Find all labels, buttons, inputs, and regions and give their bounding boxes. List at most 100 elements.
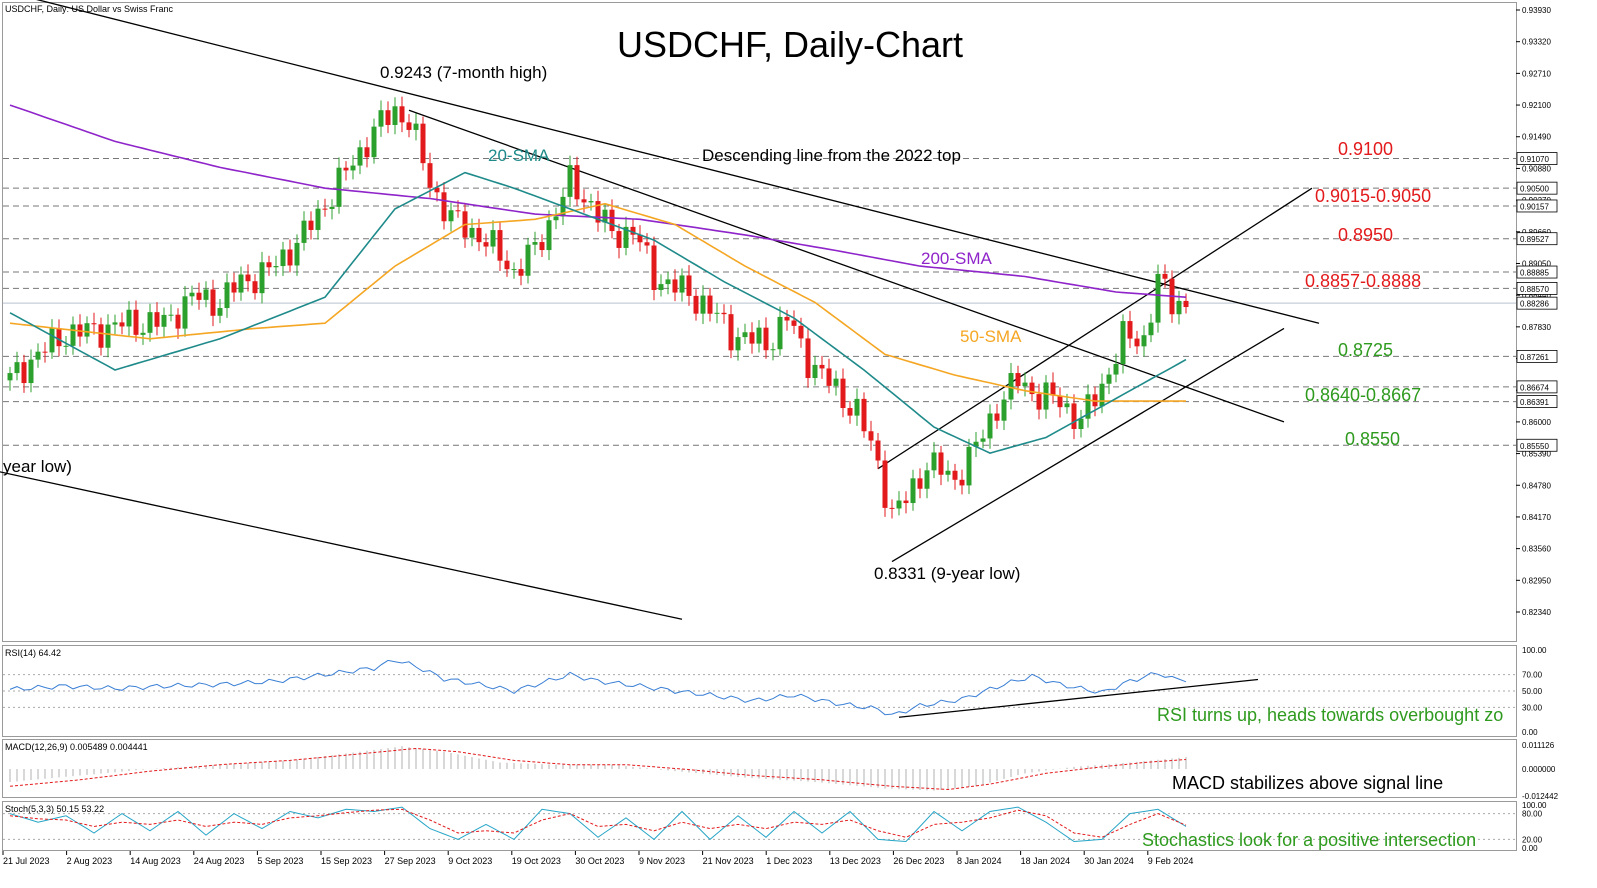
candle-body — [784, 316, 790, 321]
trendlines — [0, 0, 1320, 620]
prev-low-annotation: year low) — [3, 457, 72, 476]
level-tag-box — [1516, 395, 1558, 408]
candle-body — [301, 220, 307, 243]
candle-body — [700, 295, 706, 314]
candle-body — [763, 327, 769, 351]
candle-body — [7, 373, 13, 381]
candle-body — [840, 378, 846, 409]
candle-body — [336, 167, 342, 207]
candle-body — [105, 324, 111, 348]
price-tick-label: 0.89660 — [1522, 228, 1551, 237]
level-tag-box — [1516, 152, 1558, 165]
candle-body — [287, 249, 293, 266]
level-tag: 0.86674 — [1520, 383, 1549, 392]
level-tag: 0.90500 — [1520, 185, 1549, 194]
candle-body — [938, 452, 944, 475]
candle-body — [84, 323, 90, 337]
stoch-tick-label: 0.00 — [1522, 844, 1538, 853]
price-tick-label: 0.86000 — [1522, 418, 1551, 427]
candle-body — [1106, 374, 1112, 384]
candle-body — [70, 324, 76, 346]
candle-body — [392, 106, 398, 125]
candle-body — [371, 126, 377, 158]
candle-body — [1057, 395, 1063, 408]
level-tag-box — [1516, 199, 1558, 213]
candle-body — [126, 309, 132, 327]
support-label-2: 0.8640-0.8667 — [1305, 385, 1421, 405]
candle-body — [469, 227, 475, 238]
candle-body — [609, 209, 615, 232]
candle-body — [1071, 403, 1077, 430]
candle-body — [861, 398, 867, 432]
candle-body — [511, 269, 517, 271]
candle-body — [546, 220, 552, 251]
rsi-trendline — [898, 678, 1259, 718]
candle-body — [1176, 300, 1182, 315]
price-tick-label: 0.93930 — [1522, 6, 1551, 15]
candle-body — [98, 324, 104, 348]
candle-body — [518, 269, 524, 276]
support-label-3: 0.8550 — [1345, 429, 1400, 449]
candle-body — [728, 314, 734, 351]
sma200-line — [9, 104, 1187, 298]
candle-body — [679, 275, 685, 293]
rsi-tick-label: 70.00 — [1522, 671, 1543, 680]
candle-body — [714, 312, 720, 314]
candle-body — [931, 452, 937, 471]
candle-body — [1043, 382, 1049, 410]
candle-body — [217, 308, 223, 316]
candle-body — [1001, 399, 1007, 421]
level-tag: 0.91070 — [1520, 155, 1549, 164]
level-tag: 0.90157 — [1520, 202, 1549, 211]
candle-body — [889, 507, 895, 509]
stoch-tick-label: 20.00 — [1522, 835, 1543, 844]
candle-body — [749, 332, 755, 344]
candle-body — [1036, 394, 1042, 410]
candle-body — [42, 351, 48, 353]
candle-body — [196, 292, 202, 300]
candle-body — [826, 368, 832, 386]
level-tag: 0.88286 — [1520, 300, 1549, 309]
candle-body — [119, 322, 125, 327]
rsi-tick-label: 0.00 — [1522, 728, 1538, 737]
level-tag: 0.87261 — [1520, 353, 1549, 362]
sma20-line — [9, 171, 1187, 454]
candle-body — [896, 500, 902, 509]
candle-body — [742, 332, 748, 338]
stoch-main-line — [9, 806, 1187, 843]
date-tick-label: 30 Jan 2024 — [1084, 856, 1134, 866]
candle-body — [154, 312, 160, 327]
candle-body — [497, 230, 503, 261]
candle-body — [623, 226, 629, 248]
rsi-tick-label: 50.00 — [1522, 687, 1543, 696]
candle-body — [455, 210, 461, 212]
candle-body — [28, 359, 34, 384]
candle-body — [616, 231, 622, 248]
candle-body — [147, 312, 153, 333]
price-tick-label: 0.89050 — [1522, 259, 1551, 268]
candle-body — [1134, 338, 1140, 347]
candle-body — [1078, 418, 1084, 430]
stoch-panel-frame — [2, 801, 1517, 851]
rsi-panel-frame — [2, 645, 1517, 737]
candle-body — [1015, 373, 1021, 387]
candle-body — [364, 147, 370, 158]
date-tick-label: 5 Sep 2023 — [257, 856, 303, 866]
price-tick-label: 0.83560 — [1522, 545, 1551, 554]
date-tick-label: 24 Aug 2023 — [194, 856, 245, 866]
level-tag-box — [1516, 296, 1558, 310]
date-tick-label: 21 Jul 2023 — [3, 856, 50, 866]
candle-body — [350, 165, 356, 171]
candle-body — [924, 470, 930, 489]
candle-body — [756, 327, 762, 344]
candle-body — [686, 275, 692, 296]
candle-body — [637, 234, 643, 243]
candle-body — [644, 242, 650, 246]
candle-body — [553, 216, 559, 221]
stoch-label: Stoch(5,3,3) 50.15 53.22 — [5, 804, 104, 814]
rsi-line — [9, 659, 1187, 716]
candle-body — [490, 230, 496, 247]
candle-body — [987, 413, 993, 439]
price-tick-label: 0.85390 — [1522, 450, 1551, 459]
